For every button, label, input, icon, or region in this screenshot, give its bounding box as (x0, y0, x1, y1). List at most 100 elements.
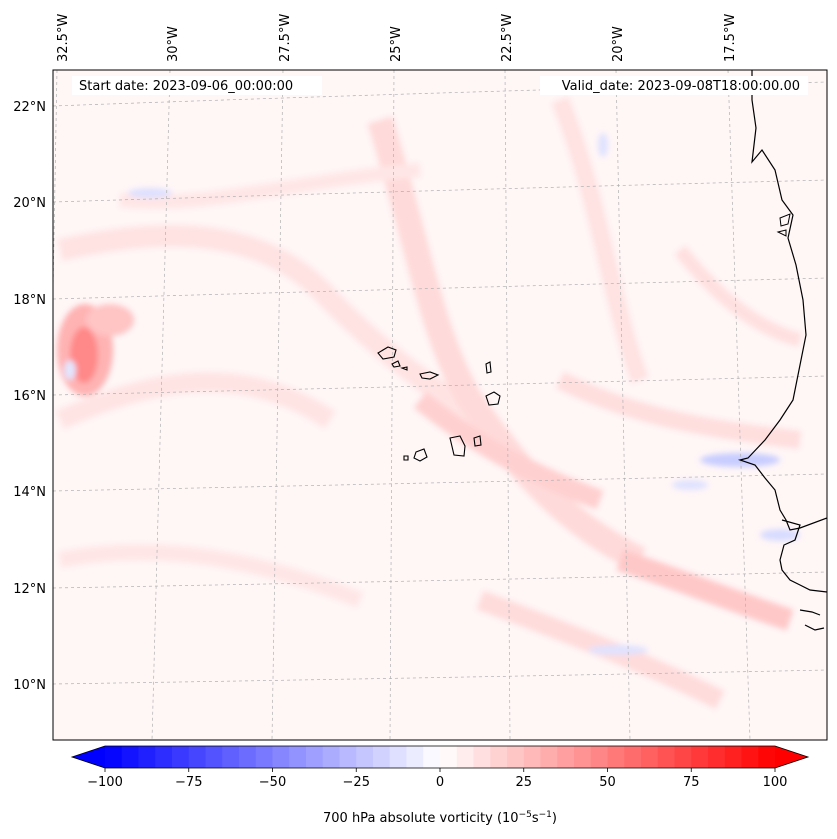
colorbar-cell (239, 746, 257, 768)
lat-line (53, 179, 827, 203)
colorbar-cell (440, 746, 458, 768)
colorbar-cell (523, 746, 542, 768)
vorticity-band (119, 163, 421, 209)
lat-line (53, 375, 827, 396)
vorticity-band (58, 544, 363, 608)
lon-line (727, 70, 751, 740)
lon-tick-label: 22.5°W (500, 14, 515, 62)
colorbar-tick-label: 50 (599, 775, 616, 790)
island-fogo (413, 448, 428, 462)
island-boa-vista (485, 391, 501, 406)
colorbar-cell (590, 746, 609, 768)
valid-date-box (540, 76, 808, 95)
colorbar-cell (222, 746, 240, 768)
lon-tick-label: 20°W (611, 26, 626, 62)
colorbar-cell (373, 746, 391, 768)
colorbar-cell (674, 746, 692, 768)
valid-date-label: Valid_date: 2023-09-08T18:00:00.00 (562, 79, 800, 94)
lat-tick-label: 12°N (13, 582, 46, 597)
colorbar-cell (121, 746, 140, 768)
island-sal (485, 361, 492, 374)
vorticity-minimum (588, 645, 648, 655)
colorbar-extend-low (72, 746, 105, 768)
colorbar-cell (255, 746, 274, 768)
colorbar-cell (272, 746, 290, 768)
colorbar-cell (406, 746, 424, 768)
colorbar-cell (356, 746, 374, 768)
colorbar-extend-high (775, 746, 808, 768)
vorticity-minimum (598, 133, 608, 157)
lat-line (53, 473, 827, 492)
colorbar-cell (289, 746, 307, 768)
lon-tick-label: 30°W (166, 26, 181, 62)
lat-tick-label: 16°N (13, 389, 46, 404)
colorbar-ticks: −100 −75 −50 −25 0 25 50 75 100 (87, 768, 787, 790)
colorbar-cell (641, 746, 659, 768)
colorbar-cell (389, 746, 408, 768)
latitude-labels: 22°N 20°N 18°N 16°N 14°N 12°N 10°N (13, 100, 46, 693)
colorbar-tick-label: −25 (343, 775, 370, 790)
vorticity-band (55, 372, 336, 430)
coast-island (776, 229, 787, 237)
vorticity-band (616, 549, 794, 631)
colorbar-cell (306, 746, 324, 768)
lat-tick-label: 20°N (13, 196, 46, 211)
colorbar-cell (724, 746, 743, 768)
island-maio (473, 435, 482, 447)
graticule (53, 70, 827, 740)
vorticity-minimum (64, 360, 76, 380)
colorbar-cell (339, 746, 357, 768)
colorbar-cell (574, 746, 592, 768)
colorbar-cell (172, 746, 190, 768)
map-frame (52, 69, 828, 741)
start-date-label: Start date: 2023-09-06_00:00:00 (79, 79, 293, 94)
colorbar-cell (540, 746, 558, 768)
vorticity-field (53, 70, 827, 740)
island-sao-nicolau (419, 371, 440, 380)
colorbar-cell (657, 746, 676, 768)
vorticity-minimum (760, 529, 800, 541)
coast-island (779, 213, 791, 227)
colorbar-cell (105, 746, 123, 768)
colorbar-cell (557, 746, 575, 768)
colorbar-cell (205, 746, 223, 768)
lat-line (53, 81, 827, 107)
lon-line (389, 70, 395, 740)
lon-line (151, 70, 171, 740)
longitude-labels: 32.5°W 30°W 27.5°W 25°W 22.5°W 20°W 17.5… (56, 14, 738, 62)
colorbar-label: 700 hPa absolute vorticity (10−5s−1) (323, 810, 557, 826)
colorbar-tick-label: 0 (436, 775, 444, 790)
cape-verde-islands (377, 346, 501, 462)
lat-tick-label: 14°N (13, 485, 46, 500)
colorbar-cell (507, 746, 525, 768)
colorbar-tick-label: 100 (763, 775, 788, 790)
vorticity-band (555, 371, 802, 449)
lon-tick-label: 27.5°W (278, 14, 293, 62)
colorbar-tick-label: 75 (683, 775, 700, 790)
colorbar-cell (607, 746, 625, 768)
lon-tick-label: 17.5°W (723, 14, 738, 62)
lon-line (271, 70, 284, 740)
lat-tick-label: 18°N (13, 293, 46, 308)
colorbar-cell (758, 746, 776, 768)
colorbar-cell (423, 746, 441, 768)
island-sao-vicente (391, 360, 401, 368)
lon-tick-label: 32.5°W (56, 14, 71, 62)
lon-line (504, 70, 511, 740)
lon-line (615, 70, 631, 740)
vorticity-minimum (128, 188, 172, 198)
colorbar-cell (624, 746, 642, 768)
vorticity-maximum (70, 327, 98, 383)
lon-tick-label: 25°W (389, 26, 404, 62)
vorticity-minimum (672, 480, 708, 490)
colorbar-tick-label: −100 (87, 775, 123, 790)
vorticity-band (57, 224, 487, 430)
vorticity-band (413, 392, 604, 510)
colorbar-tick-label: −75 (175, 775, 202, 790)
vorticity-band (551, 96, 649, 384)
colorbar-cell (741, 746, 759, 768)
colorbar-cell (490, 746, 508, 768)
colorbar-cell (456, 746, 475, 768)
colorbar-cell (322, 746, 341, 768)
